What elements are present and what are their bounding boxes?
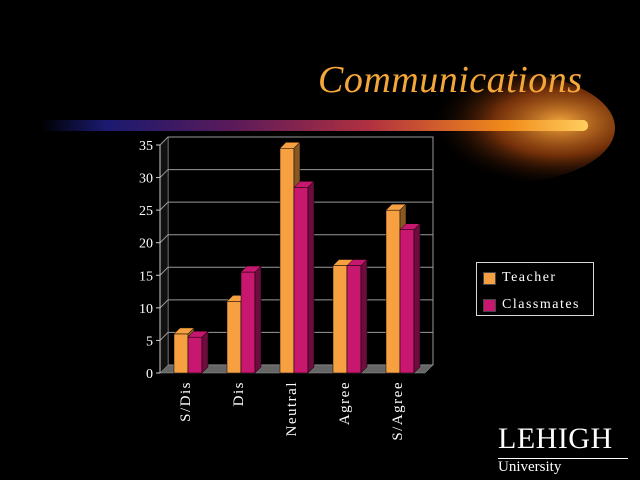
logo-rule (498, 458, 628, 459)
y-tick-label: 5 (146, 334, 153, 349)
legend-swatch-classmates (483, 298, 496, 312)
y-tick-label: 15 (139, 269, 153, 284)
legend-label-teacher: Teacher (502, 270, 557, 285)
bar-classmates (293, 187, 309, 374)
x-category-label: Dis (231, 381, 247, 406)
x-category-label: Neutral (284, 381, 300, 436)
x-category-label: Agree (337, 381, 353, 425)
bar-teacher (173, 333, 189, 374)
plot-side-wall (159, 136, 169, 374)
x-category-label: S/Agree (390, 381, 406, 441)
bar-side-classmates (307, 180, 315, 374)
legend-label-classmates: Classmates (502, 297, 580, 312)
y-tick-label: 10 (139, 302, 153, 317)
bar-side-classmates (201, 330, 209, 374)
legend-swatch-teacher (483, 271, 496, 285)
bar-teacher (226, 301, 242, 374)
bar-teacher (279, 148, 295, 374)
bar-side-classmates (254, 265, 262, 374)
title-swoosh-decoration (40, 73, 615, 183)
logo-main-text: LEHIGH (498, 422, 613, 455)
legend-item-classmates: Classmates (483, 297, 580, 313)
bar-classmates (240, 271, 256, 374)
bar-side-classmates (360, 258, 368, 374)
y-tick-label: 0 (146, 367, 153, 382)
bar-side-classmates (413, 223, 421, 374)
gridline (159, 169, 433, 178)
chart-legend: Teacher Classmates (476, 262, 594, 316)
legend-item-teacher: Teacher (483, 270, 557, 286)
bar-classmates (399, 229, 415, 374)
logo-sub-text: University (498, 459, 562, 475)
y-tick-label: 30 (139, 172, 153, 187)
y-tick-label: 35 (139, 139, 153, 154)
bar-teacher (332, 265, 348, 374)
bar-classmates (346, 265, 362, 374)
gridline (159, 136, 433, 146)
y-tick-label: 20 (139, 237, 153, 252)
x-category-label: S/Dis (178, 381, 194, 422)
slide-title: Communications (318, 59, 583, 101)
y-tick-label: 25 (139, 204, 153, 219)
bar-teacher (385, 209, 401, 374)
gridline (159, 234, 433, 244)
gridline (159, 201, 433, 211)
bar-classmates (187, 336, 203, 374)
lehigh-logo: LEHIGH University (498, 424, 628, 476)
